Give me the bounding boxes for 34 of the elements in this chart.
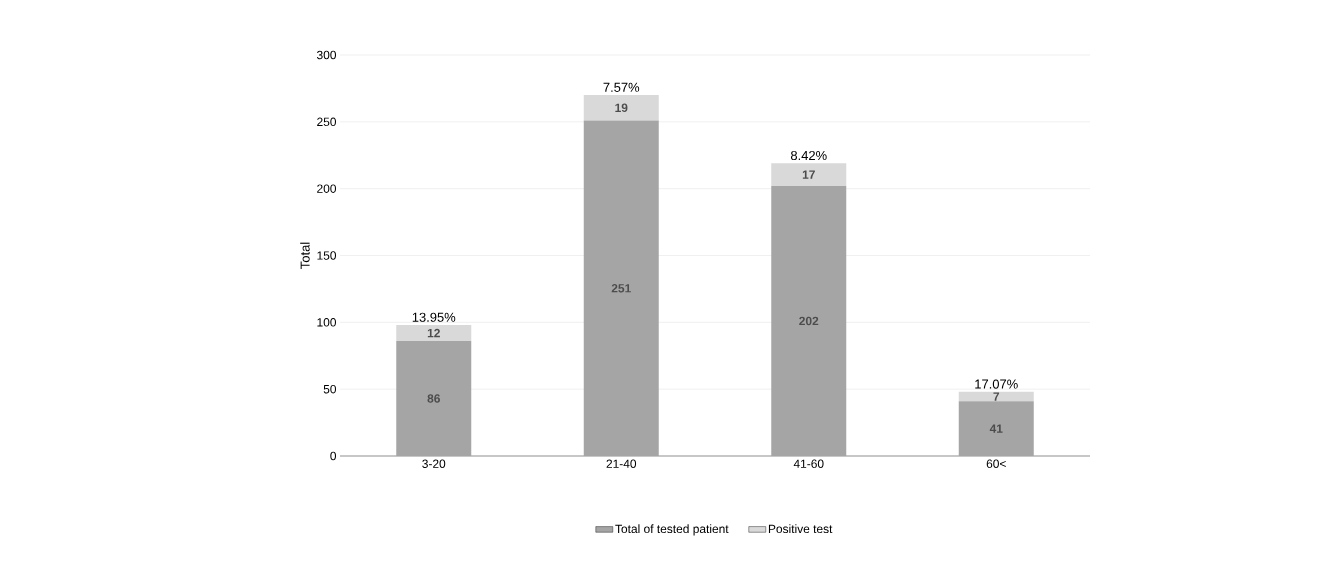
data-label: 86 bbox=[427, 394, 440, 403]
annotation: 13.95% bbox=[412, 312, 456, 322]
bar bbox=[958, 401, 1034, 456]
data-label: 12 bbox=[427, 328, 440, 338]
annotation: 8.42% bbox=[790, 150, 827, 161]
bar bbox=[583, 120, 659, 456]
data-label: 17 bbox=[802, 170, 815, 179]
bar bbox=[396, 341, 472, 456]
data-label: 19 bbox=[615, 103, 628, 113]
y-tick-label: 150 bbox=[317, 251, 337, 260]
y-tick-label: 200 bbox=[317, 184, 337, 193]
bar bbox=[958, 391, 1034, 402]
legend-label: Total of tested patient bbox=[615, 524, 729, 536]
x-tick-label: 21-40 bbox=[606, 459, 637, 468]
data-label: 202 bbox=[799, 316, 819, 326]
y-tick-label: 250 bbox=[317, 117, 337, 127]
annotation: 17.07% bbox=[975, 379, 1018, 389]
y-tick-label: 0 bbox=[330, 451, 337, 461]
y-tick-label: 100 bbox=[317, 318, 337, 327]
x-tick-label: 60< bbox=[986, 459, 1006, 468]
bar bbox=[771, 185, 847, 456]
bar bbox=[396, 325, 472, 342]
y-tick-label: 50 bbox=[323, 384, 337, 394]
legend-label: Positive test bbox=[768, 524, 833, 534]
x-tick-label: 41-60 bbox=[793, 459, 824, 468]
data-label: 41 bbox=[989, 424, 1003, 433]
y-tick-label: 300 bbox=[316, 50, 337, 60]
y-axis-title: Total bbox=[300, 242, 310, 269]
data-label: 7 bbox=[993, 392, 1000, 401]
bar bbox=[771, 163, 847, 186]
data-label: 251 bbox=[611, 284, 631, 293]
bar bbox=[583, 95, 659, 121]
x-tick-label: 3-20 bbox=[422, 459, 446, 468]
annotation: 7.57% bbox=[603, 82, 640, 92]
